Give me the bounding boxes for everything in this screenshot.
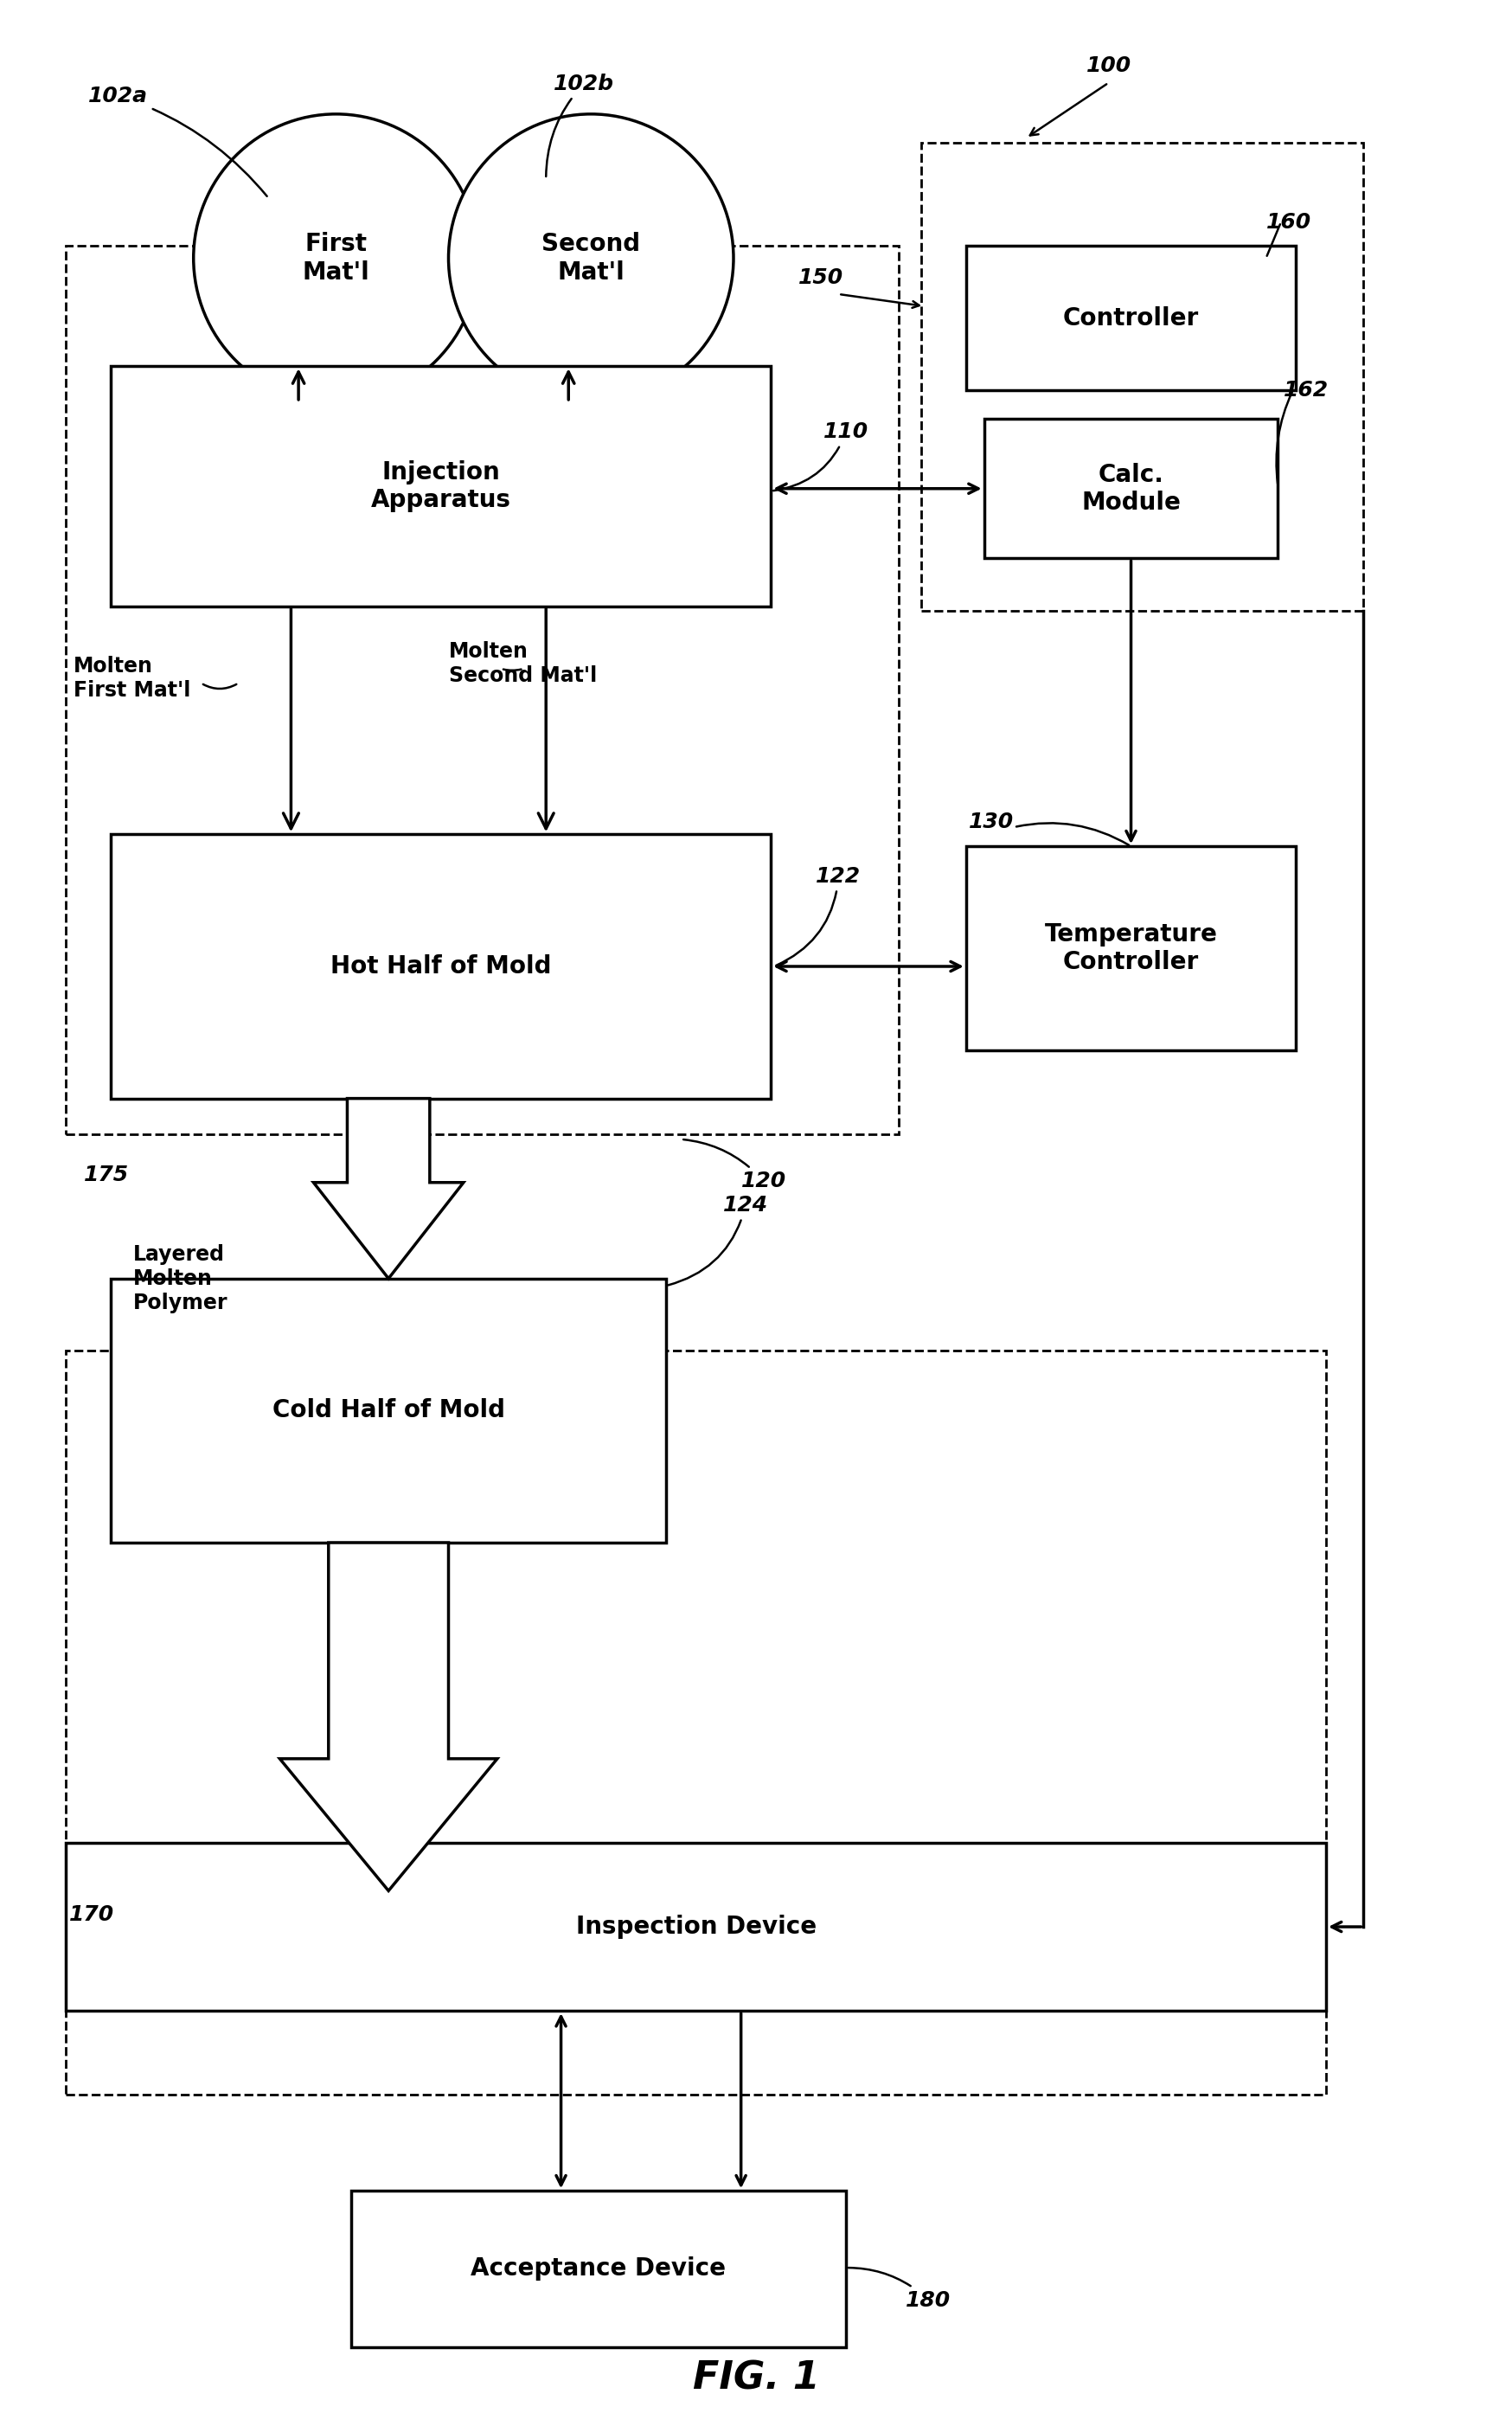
Text: 122: 122 <box>776 866 862 965</box>
Bar <box>67 1351 1326 2094</box>
Bar <box>351 2191 847 2348</box>
Text: Temperature
Controller: Temperature Controller <box>1045 922 1217 975</box>
Ellipse shape <box>449 113 733 403</box>
Text: Layered
Molten
Polymer: Layered Molten Polymer <box>133 1245 228 1313</box>
Text: 100: 100 <box>1086 55 1131 77</box>
Text: Cold Half of Mold: Cold Half of Mold <box>272 1400 505 1424</box>
Bar <box>966 847 1296 1050</box>
Ellipse shape <box>194 113 478 403</box>
Bar <box>966 246 1296 391</box>
Text: Injection
Apparatus: Injection Apparatus <box>370 461 511 512</box>
Bar <box>110 1279 665 1542</box>
Text: 170: 170 <box>70 1904 113 1926</box>
Text: Second
Mat'l: Second Mat'l <box>541 232 641 285</box>
Text: Calc.
Module: Calc. Module <box>1081 463 1181 514</box>
FancyArrow shape <box>313 1098 464 1279</box>
Text: 150: 150 <box>798 268 844 287</box>
Bar <box>921 142 1364 610</box>
Text: 124: 124 <box>668 1194 768 1286</box>
Text: 180: 180 <box>848 2268 951 2312</box>
Text: 102a: 102a <box>89 84 268 195</box>
Bar <box>67 246 898 1134</box>
Bar <box>110 835 771 1098</box>
Text: First
Mat'l: First Mat'l <box>302 232 369 285</box>
Bar <box>67 1844 1326 2010</box>
Text: Molten
Second Mat'l: Molten Second Mat'l <box>449 642 597 685</box>
Text: Acceptance Device: Acceptance Device <box>470 2256 726 2280</box>
Text: Controller: Controller <box>1063 306 1199 331</box>
Text: Hot Half of Mold: Hot Half of Mold <box>331 953 552 980</box>
Text: 102b: 102b <box>546 75 614 176</box>
Text: 162: 162 <box>1284 379 1329 401</box>
FancyArrow shape <box>280 1542 497 1892</box>
Text: 120: 120 <box>683 1139 786 1192</box>
Text: 175: 175 <box>85 1165 129 1185</box>
Text: Molten
First Mat'l: Molten First Mat'l <box>74 656 191 700</box>
Bar <box>110 367 771 606</box>
Text: 160: 160 <box>1266 212 1311 232</box>
Text: 130: 130 <box>969 811 1015 832</box>
Text: 110: 110 <box>773 422 868 490</box>
Text: Inspection Device: Inspection Device <box>576 1914 816 1940</box>
Bar <box>984 420 1278 557</box>
Text: FIG. 1: FIG. 1 <box>692 2360 820 2399</box>
